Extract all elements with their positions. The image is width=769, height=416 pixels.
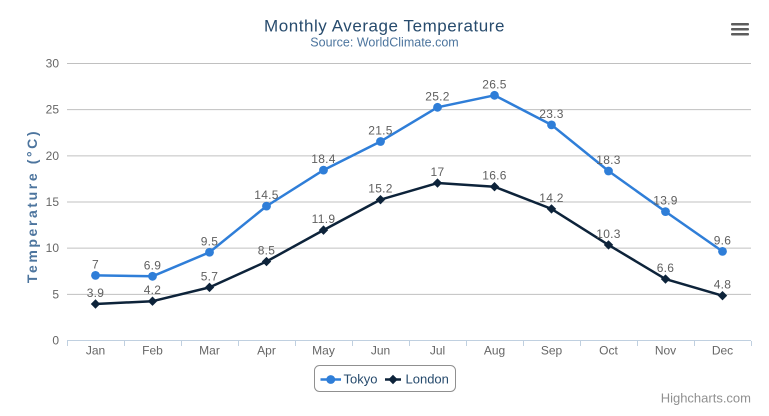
svg-text:9.6: 9.6 bbox=[714, 233, 732, 247]
svg-text:Jul: Jul bbox=[430, 344, 445, 358]
svg-text:0: 0 bbox=[52, 334, 59, 348]
svg-text:20: 20 bbox=[46, 149, 60, 163]
svg-text:Temperature (°C): Temperature (°C) bbox=[24, 129, 40, 283]
svg-text:16.6: 16.6 bbox=[482, 169, 507, 183]
svg-text:8.5: 8.5 bbox=[258, 244, 276, 258]
svg-text:25.2: 25.2 bbox=[425, 89, 450, 103]
svg-text:Tokyo: Tokyo bbox=[344, 372, 378, 387]
svg-text:Sep: Sep bbox=[541, 344, 563, 358]
svg-text:15: 15 bbox=[46, 195, 60, 209]
svg-text:26.5: 26.5 bbox=[482, 77, 507, 91]
svg-text:Highcharts.com: Highcharts.com bbox=[661, 391, 751, 406]
svg-text:6.6: 6.6 bbox=[657, 261, 675, 275]
svg-text:Mar: Mar bbox=[199, 344, 220, 358]
svg-text:13.9: 13.9 bbox=[653, 194, 678, 208]
svg-text:10.3: 10.3 bbox=[596, 227, 621, 241]
svg-text:6.9: 6.9 bbox=[144, 258, 162, 272]
svg-text:4.8: 4.8 bbox=[714, 278, 732, 292]
svg-text:Apr: Apr bbox=[257, 344, 276, 358]
svg-text:14.2: 14.2 bbox=[539, 191, 564, 205]
svg-text:9.5: 9.5 bbox=[201, 234, 219, 248]
svg-text:Feb: Feb bbox=[142, 344, 163, 358]
svg-text:11.9: 11.9 bbox=[312, 212, 336, 226]
svg-text:May: May bbox=[312, 344, 335, 358]
svg-text:18.3: 18.3 bbox=[596, 153, 621, 167]
svg-text:Monthly Average Temperature: Monthly Average Temperature bbox=[264, 17, 505, 36]
svg-text:5.7: 5.7 bbox=[201, 269, 219, 283]
svg-text:18.4: 18.4 bbox=[311, 152, 336, 166]
svg-text:25: 25 bbox=[46, 103, 60, 117]
svg-text:21.5: 21.5 bbox=[368, 123, 393, 137]
svg-text:10: 10 bbox=[46, 241, 60, 255]
svg-text:17: 17 bbox=[431, 165, 445, 179]
svg-text:Oct: Oct bbox=[599, 344, 618, 358]
svg-text:London: London bbox=[406, 372, 449, 387]
svg-text:14.5: 14.5 bbox=[254, 188, 279, 202]
svg-text:Dec: Dec bbox=[712, 344, 733, 358]
svg-text:Aug: Aug bbox=[484, 344, 505, 358]
svg-text:15.2: 15.2 bbox=[368, 182, 393, 196]
svg-text:3.9: 3.9 bbox=[87, 286, 105, 300]
svg-text:30: 30 bbox=[46, 57, 60, 71]
svg-text:Jan: Jan bbox=[86, 344, 105, 358]
svg-text:Jun: Jun bbox=[371, 344, 390, 358]
svg-text:5: 5 bbox=[52, 287, 59, 301]
svg-text:4.2: 4.2 bbox=[144, 283, 162, 297]
svg-text:Source: WorldClimate.com: Source: WorldClimate.com bbox=[310, 36, 458, 50]
svg-text:Nov: Nov bbox=[655, 344, 676, 358]
svg-text:23.3: 23.3 bbox=[539, 107, 564, 121]
svg-text:7: 7 bbox=[92, 257, 99, 271]
